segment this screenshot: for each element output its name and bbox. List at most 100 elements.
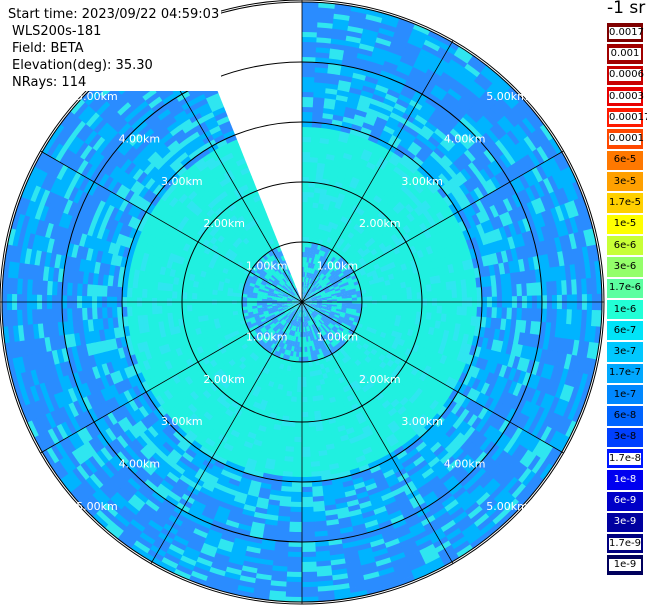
range-bin [235, 584, 255, 594]
range-bin [153, 383, 164, 396]
range-bin [573, 198, 585, 217]
range-bin [321, 275, 327, 281]
range-bin [286, 312, 292, 317]
range-bin [213, 482, 227, 493]
range-bin [425, 284, 433, 293]
range-bin [315, 580, 334, 588]
range-bin [573, 231, 583, 250]
range-bin [159, 478, 174, 492]
range-bin [347, 580, 366, 589]
range-bin [284, 586, 302, 593]
range-bin [498, 419, 511, 435]
range-bin [280, 485, 292, 493]
range-bin [325, 523, 340, 532]
range-bin [384, 93, 400, 104]
range-bin [462, 113, 478, 128]
range-bin [404, 316, 412, 324]
range-bin [395, 449, 408, 461]
range-bin [39, 365, 50, 383]
range-bin [189, 328, 198, 337]
range-bin [99, 446, 113, 462]
range-bin [365, 487, 380, 497]
range-bin [345, 169, 356, 178]
range-bin [507, 195, 519, 211]
range-bin [288, 329, 293, 336]
range-bin [470, 355, 479, 368]
range-bin [322, 428, 332, 436]
range-bin [307, 351, 312, 358]
range-bin [429, 351, 439, 362]
range-bin [389, 424, 401, 435]
range-bin [530, 375, 541, 392]
range-bin [75, 428, 89, 445]
range-bin [500, 93, 517, 111]
range-bin [203, 477, 217, 488]
range-bin [583, 374, 594, 394]
range-bin [381, 533, 399, 544]
range-bin [475, 223, 486, 237]
range-bin [37, 431, 51, 450]
range-bin [333, 314, 340, 319]
range-bin [360, 359, 369, 368]
range-bin [15, 371, 26, 391]
range-bin [175, 501, 191, 514]
range-bin [341, 293, 348, 297]
range-bin [210, 464, 224, 475]
range-bin [301, 406, 309, 413]
range-bin [329, 329, 336, 335]
range-bin [313, 530, 328, 538]
range-bin [314, 222, 320, 229]
range-bin [315, 46, 332, 54]
range-bin [328, 396, 337, 404]
range-bin [51, 424, 64, 443]
range-bin [373, 88, 388, 99]
range-bin [419, 417, 432, 429]
range-bin [384, 403, 395, 414]
range-bin [292, 351, 297, 358]
range-bin [264, 332, 271, 339]
range-bin [501, 455, 516, 472]
range-bin [303, 326, 306, 333]
range-bin [372, 46, 390, 57]
range-bin [169, 486, 185, 499]
range-bin [270, 386, 278, 394]
range-bin [29, 368, 40, 386]
range-bin [437, 124, 451, 137]
range-bin [328, 463, 340, 471]
range-bin [486, 296, 493, 309]
range-bin [421, 305, 428, 314]
range-bin [401, 51, 419, 63]
range-bin [279, 311, 286, 316]
range-bin [325, 291, 332, 295]
range-bin [246, 489, 260, 498]
range-bin [287, 323, 292, 330]
range-bin [501, 296, 508, 309]
range-bin [21, 354, 31, 373]
range-bin [42, 429, 56, 448]
range-bin [176, 362, 186, 373]
range-bin [311, 207, 319, 214]
range-bin [238, 574, 256, 584]
range-bin [426, 561, 445, 575]
range-bin [455, 140, 469, 154]
range-bin [306, 216, 312, 223]
range-bin [128, 324, 136, 336]
range-bin [386, 547, 404, 559]
range-bin [505, 181, 518, 197]
range-bin [336, 320, 343, 325]
range-bin [35, 415, 48, 434]
range-bin [217, 312, 224, 319]
range-bin [398, 157, 411, 169]
range-bin [455, 544, 474, 559]
range-bin [152, 510, 169, 524]
range-bin [193, 321, 201, 330]
range-bin [422, 519, 439, 532]
range-bin [308, 431, 317, 438]
range-bin [162, 319, 170, 329]
range-bin [315, 333, 320, 340]
range-bin [227, 315, 235, 321]
range-bin [373, 277, 381, 284]
range-bin [426, 236, 436, 247]
range-bin [572, 181, 584, 201]
range-bin [179, 437, 192, 449]
